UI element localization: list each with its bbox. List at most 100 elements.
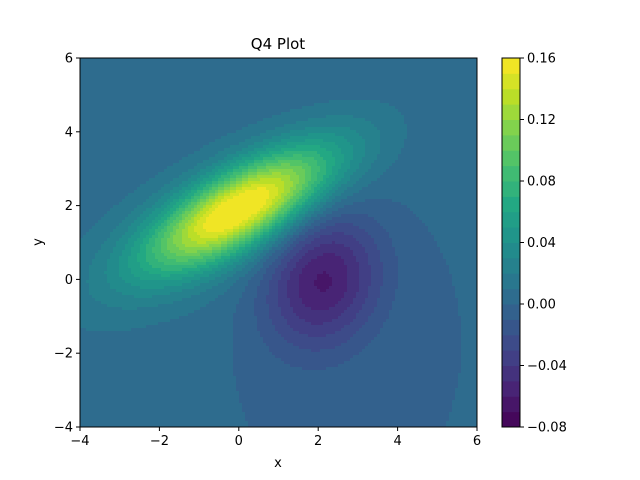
contour-cell	[98, 274, 102, 278]
contour-cell	[107, 385, 111, 389]
contour-cell	[119, 82, 123, 86]
contour-cell	[113, 82, 117, 86]
contour-cell	[89, 265, 93, 269]
contour-cell	[89, 421, 93, 425]
contour-cell	[113, 352, 117, 356]
contour-cell	[95, 292, 99, 296]
contour-cell	[89, 391, 93, 395]
contour-cell	[107, 187, 111, 191]
contour-cell	[98, 424, 102, 427]
contour-cell	[89, 316, 93, 320]
contour-cell	[107, 283, 111, 287]
contour-cell	[107, 379, 111, 383]
contour-cell	[104, 349, 108, 353]
contour-cell	[116, 184, 120, 188]
contour-cell	[89, 409, 93, 413]
contour-cell	[107, 88, 111, 92]
contour-cell	[98, 73, 102, 77]
contour-cell	[83, 223, 87, 227]
contour-cell	[83, 202, 87, 206]
contour-cell	[101, 190, 105, 194]
contour-cell	[104, 178, 108, 182]
contour-cell	[104, 205, 108, 209]
contour-cell	[107, 190, 111, 194]
contour-cell	[104, 373, 108, 377]
contour-cell	[80, 262, 84, 266]
contour-cell	[107, 346, 111, 350]
contour-cell	[107, 166, 111, 170]
contour-cell	[104, 91, 108, 95]
contour-cell	[113, 103, 117, 107]
contour-cell	[98, 109, 102, 113]
contour-cell	[98, 226, 102, 230]
contour-cell	[107, 118, 111, 122]
contour-cell	[113, 226, 117, 230]
contour-cell	[98, 241, 102, 245]
contour-cell	[116, 181, 120, 185]
contour-cell	[101, 151, 105, 155]
contour-cell	[104, 352, 108, 356]
contour-cell	[95, 79, 99, 83]
contour-cell	[95, 229, 99, 233]
contour-cell	[86, 394, 90, 398]
contour-cell	[104, 145, 108, 149]
contour-cell	[113, 85, 117, 89]
contour-cell	[86, 145, 90, 149]
contour-cell	[95, 247, 99, 251]
contour-cell	[113, 178, 117, 182]
contour-cell	[113, 274, 117, 278]
contour-cell	[83, 163, 87, 167]
contour-cell	[113, 283, 117, 287]
contour-cell	[119, 70, 123, 74]
contour-cell	[104, 268, 108, 272]
contour-cell	[95, 211, 99, 215]
contour-cell	[95, 286, 99, 290]
contour-cell	[83, 94, 87, 98]
contour-cell	[83, 229, 87, 233]
contour-cell	[89, 376, 93, 380]
contour-cell	[80, 205, 84, 209]
contour-cell	[92, 151, 96, 155]
contour-cell	[107, 163, 111, 167]
contour-cell	[101, 394, 105, 398]
contour-cell	[89, 217, 93, 221]
contour-cell	[107, 229, 111, 233]
contour-cell	[80, 265, 84, 269]
contour-cell	[92, 208, 96, 212]
contour-cell	[83, 121, 87, 125]
contour-cell	[104, 421, 108, 425]
contour-cell	[104, 418, 108, 422]
contour-cell	[116, 232, 120, 236]
contour-cell	[107, 193, 111, 197]
contour-cell	[113, 325, 117, 329]
contour-cell	[86, 73, 90, 77]
contour-cell	[101, 109, 105, 113]
contour-cell	[95, 157, 99, 161]
contour-cell	[92, 184, 96, 188]
contour-cell	[107, 73, 111, 77]
contour-cell	[89, 136, 93, 140]
contour-cell	[113, 331, 117, 335]
contour-cell	[101, 130, 105, 134]
contour-cell	[113, 271, 117, 275]
contour-cell	[92, 109, 96, 113]
contour-cell	[86, 163, 90, 167]
contour-cell	[104, 175, 108, 179]
contour-cell	[92, 364, 96, 368]
contour-cell	[107, 82, 111, 86]
contour-cell	[95, 415, 99, 419]
contour-cell	[89, 247, 93, 251]
contour-cell	[113, 409, 117, 413]
contour-cell	[116, 103, 120, 107]
contour-cell	[83, 79, 87, 83]
contour-cell	[110, 133, 114, 137]
contour-cell	[110, 166, 114, 170]
contour-cell	[110, 157, 114, 161]
contour-cell	[83, 304, 87, 308]
contour-cell	[89, 229, 93, 233]
contour-cell	[95, 175, 99, 179]
contour-cell	[95, 310, 99, 314]
contour-cell	[92, 88, 96, 92]
contour-cell	[80, 232, 84, 236]
